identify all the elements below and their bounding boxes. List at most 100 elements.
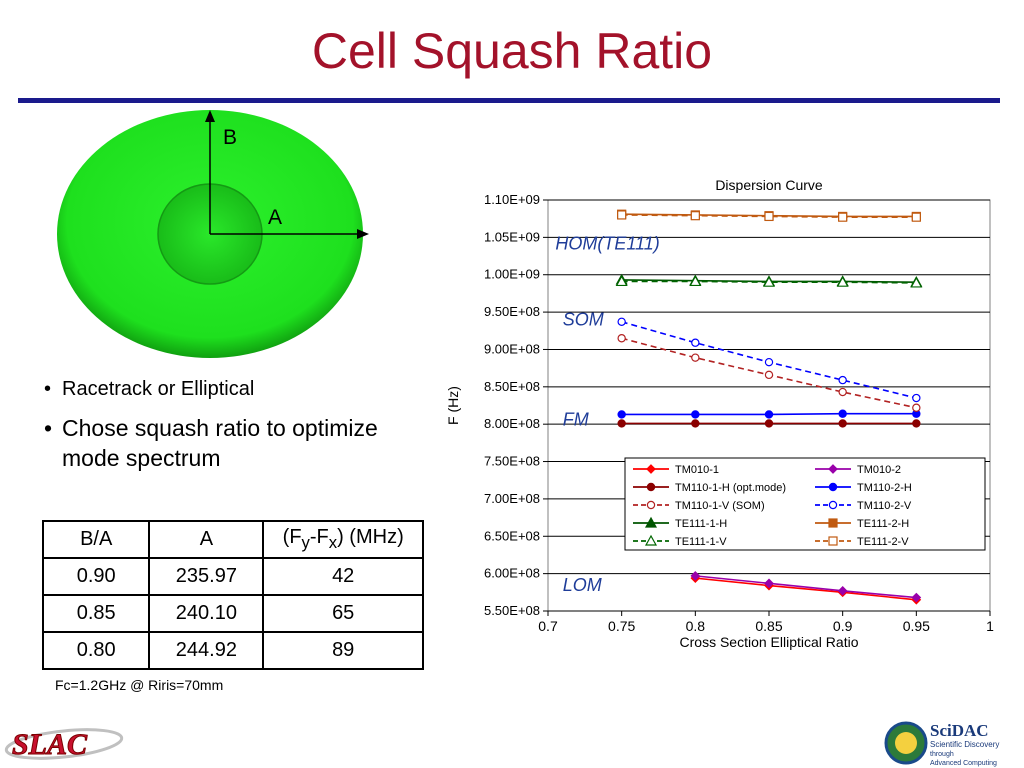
- data-point-tm110-1-h-opt-mode: [764, 419, 774, 428]
- bullet-item: Chose squash ratio to optimize mode spec…: [42, 413, 427, 473]
- label-a: A: [268, 206, 282, 229]
- data-point-te111-2-v: [690, 211, 700, 221]
- legend-marker-te111-2-v: [828, 536, 838, 546]
- y-tick-label: 8.00E+08: [484, 416, 540, 431]
- legend-entry: TE111-1-H: [675, 518, 727, 530]
- x-axis-label: Cross Section Elliptical Ratio: [680, 634, 859, 650]
- header-ba: B/A: [41, 520, 151, 559]
- y-tick-label: 9.00E+08: [484, 341, 540, 356]
- data-point-te111-2-v: [764, 211, 774, 222]
- title-rule: [18, 98, 1000, 103]
- y-tick-label: 8.50E+08: [484, 379, 540, 394]
- a-arrow-icon: [357, 229, 369, 239]
- b-arrow-icon: [205, 110, 215, 122]
- doe-seal-center-icon: [895, 732, 917, 754]
- bullet-item: Racetrack or Elliptical: [42, 375, 427, 403]
- legend-marker-te111-1-v: [644, 534, 658, 546]
- data-point-tm110-1-v-som: [838, 387, 847, 397]
- legend-marker-tm110-1-h-opt-mode: [646, 482, 656, 492]
- legend-entry: TM010-2: [857, 464, 901, 476]
- data-point-tm110-1-h-opt-mode: [617, 419, 626, 428]
- data-point-te111-1-v: [910, 276, 923, 288]
- cell-delta: 89: [262, 631, 424, 670]
- header-freq-sub-y: y: [301, 533, 310, 552]
- data-point-tm110-1-v-som: [912, 403, 921, 412]
- scidac-line1: Scientific Discovery: [930, 740, 999, 749]
- legend-entry: TM110-1-V (SOM): [675, 500, 765, 512]
- series-line-te111-2-v: [621, 214, 917, 218]
- legend-entry: TE111-2-H: [857, 518, 909, 530]
- y-axis-label: F (Hz): [445, 386, 461, 425]
- data-point-tm110-2-h: [691, 410, 700, 419]
- x-tick-label: 0.7: [538, 618, 558, 634]
- data-point-tm010-2: [837, 585, 848, 596]
- data-point-te111-2-v: [617, 210, 627, 220]
- legend-entry: TM010-1: [675, 464, 719, 476]
- y-tick-label: 1.00E+09: [484, 267, 540, 282]
- cell-ratio: 0.85: [41, 594, 151, 633]
- annotation-label: SOM: [563, 310, 604, 330]
- dispersion-chart: Dispersion Curve 5.50E+08 6.00E+08 6.50E+08…: [445, 177, 994, 650]
- legend-entry: TE111-2-V: [857, 536, 909, 548]
- data-point-tm110-2-v: [912, 393, 921, 403]
- table-row: 0.85 240.10 65: [41, 594, 424, 633]
- data-point-tm110-2-v: [838, 375, 847, 385]
- legend-box: [624, 457, 986, 551]
- legend-entry: TM110-2-H: [857, 482, 912, 494]
- slide-title: Cell Squash Ratio: [311, 23, 713, 79]
- legend-entry: TE111-1-V: [675, 536, 727, 548]
- table-row: 0.90 235.97 42: [41, 557, 424, 596]
- data-point-tm110-1-h-opt-mode: [912, 419, 921, 428]
- data-point-te111-2-v: [838, 212, 848, 222]
- cell-a: 235.97: [148, 557, 265, 596]
- series-line-tm010-2: [695, 575, 917, 599]
- y-tick-label: 7.00E+08: [484, 491, 540, 506]
- legend-entry: TM110-2-V: [857, 500, 912, 512]
- table-header-row: B/A A (Fy-Fx) (MHz): [41, 520, 424, 559]
- data-point-tm110-1-h-opt-mode: [838, 419, 847, 428]
- scidac-title: SciDAC: [930, 721, 989, 740]
- data-point-te111-1-v: [836, 275, 849, 287]
- annotation-label: FM: [563, 410, 589, 430]
- header-freq-mid: -F: [309, 526, 329, 548]
- data-point-tm110-2-v: [617, 317, 626, 327]
- header-a: A: [148, 520, 265, 559]
- slac-logo-text: SLAC: [12, 728, 88, 761]
- scidac-line3: Advanced Computing: [930, 760, 997, 767]
- data-point-tm010-2: [911, 592, 922, 603]
- y-tick-label: 1.10E+09: [484, 192, 540, 207]
- squash-ratio-table: B/A A (Fy-Fx) (MHz) 0.90 235.97 42 0.85 …: [41, 520, 424, 670]
- data-point-tm110-1-h-opt-mode: [691, 419, 700, 428]
- header-freq-split: (Fy-Fx) (MHz): [262, 520, 424, 559]
- x-tick-label: 0.95: [903, 618, 930, 634]
- data-point-te111-2-v: [911, 212, 921, 222]
- cell-a: 244.92: [148, 631, 265, 670]
- footnote: Fc=1.2GHz @ Riris=70mm: [55, 677, 224, 693]
- data-point-te111-1-v: [762, 275, 776, 287]
- x-tick-label: 1: [986, 618, 994, 634]
- slac-logo: SLAC: [4, 728, 124, 762]
- y-tick-label: 1.05E+09: [484, 229, 540, 244]
- data-point-tm110-2-h: [764, 410, 774, 419]
- cell-ratio: 0.80: [41, 631, 151, 670]
- legend-marker-te111-1-h: [644, 516, 658, 528]
- y-tick-label: 9.50E+08: [484, 304, 540, 319]
- annotation-label: LOM: [563, 575, 602, 595]
- y-tick-label: 6.00E+08: [484, 566, 540, 581]
- legend-marker-tm110-2-h: [828, 482, 838, 492]
- data-point-tm110-1-v-som: [764, 370, 774, 380]
- data-point-tm110-2-h: [838, 409, 847, 418]
- y-tick-label: 6.50E+08: [484, 528, 540, 543]
- y-tick-label: 7.50E+08: [484, 454, 540, 469]
- scidac-line2: through: [930, 751, 954, 758]
- series-line-tm010-1: [695, 577, 917, 601]
- data-point-tm010-2: [764, 578, 774, 589]
- legend-marker-tm010-2: [828, 464, 838, 474]
- data-point-tm110-2-h: [617, 410, 626, 419]
- x-tick-label: 0.8: [686, 618, 706, 634]
- slac-orbit-icon: [4, 728, 124, 760]
- data-point-tm010-2: [690, 571, 701, 581]
- data-point-tm110-1-v-som: [691, 353, 700, 362]
- cell-ratio: 0.90: [41, 557, 151, 596]
- legend-entry: TM110-1-H (opt.mode): [675, 482, 786, 494]
